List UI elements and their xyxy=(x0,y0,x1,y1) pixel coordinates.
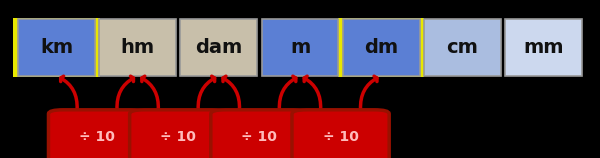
FancyBboxPatch shape xyxy=(181,19,257,76)
Text: ÷ 10: ÷ 10 xyxy=(79,131,115,144)
Text: m: m xyxy=(290,38,310,57)
FancyBboxPatch shape xyxy=(338,18,424,77)
FancyBboxPatch shape xyxy=(424,19,501,76)
FancyBboxPatch shape xyxy=(211,110,308,158)
FancyBboxPatch shape xyxy=(99,19,176,76)
Text: ÷ 10: ÷ 10 xyxy=(323,131,359,144)
Text: dam: dam xyxy=(195,38,242,57)
FancyBboxPatch shape xyxy=(130,110,227,158)
Text: dm: dm xyxy=(364,38,398,57)
Text: cm: cm xyxy=(446,38,478,57)
FancyBboxPatch shape xyxy=(49,110,146,158)
FancyBboxPatch shape xyxy=(505,19,582,76)
FancyBboxPatch shape xyxy=(13,18,100,77)
FancyBboxPatch shape xyxy=(292,110,389,158)
Text: km: km xyxy=(40,38,73,57)
Text: ÷ 10: ÷ 10 xyxy=(241,131,277,144)
Text: hm: hm xyxy=(121,38,155,57)
FancyBboxPatch shape xyxy=(18,19,95,76)
Text: mm: mm xyxy=(523,38,564,57)
Text: ÷ 10: ÷ 10 xyxy=(160,131,196,144)
FancyBboxPatch shape xyxy=(262,19,338,76)
FancyBboxPatch shape xyxy=(343,19,419,76)
